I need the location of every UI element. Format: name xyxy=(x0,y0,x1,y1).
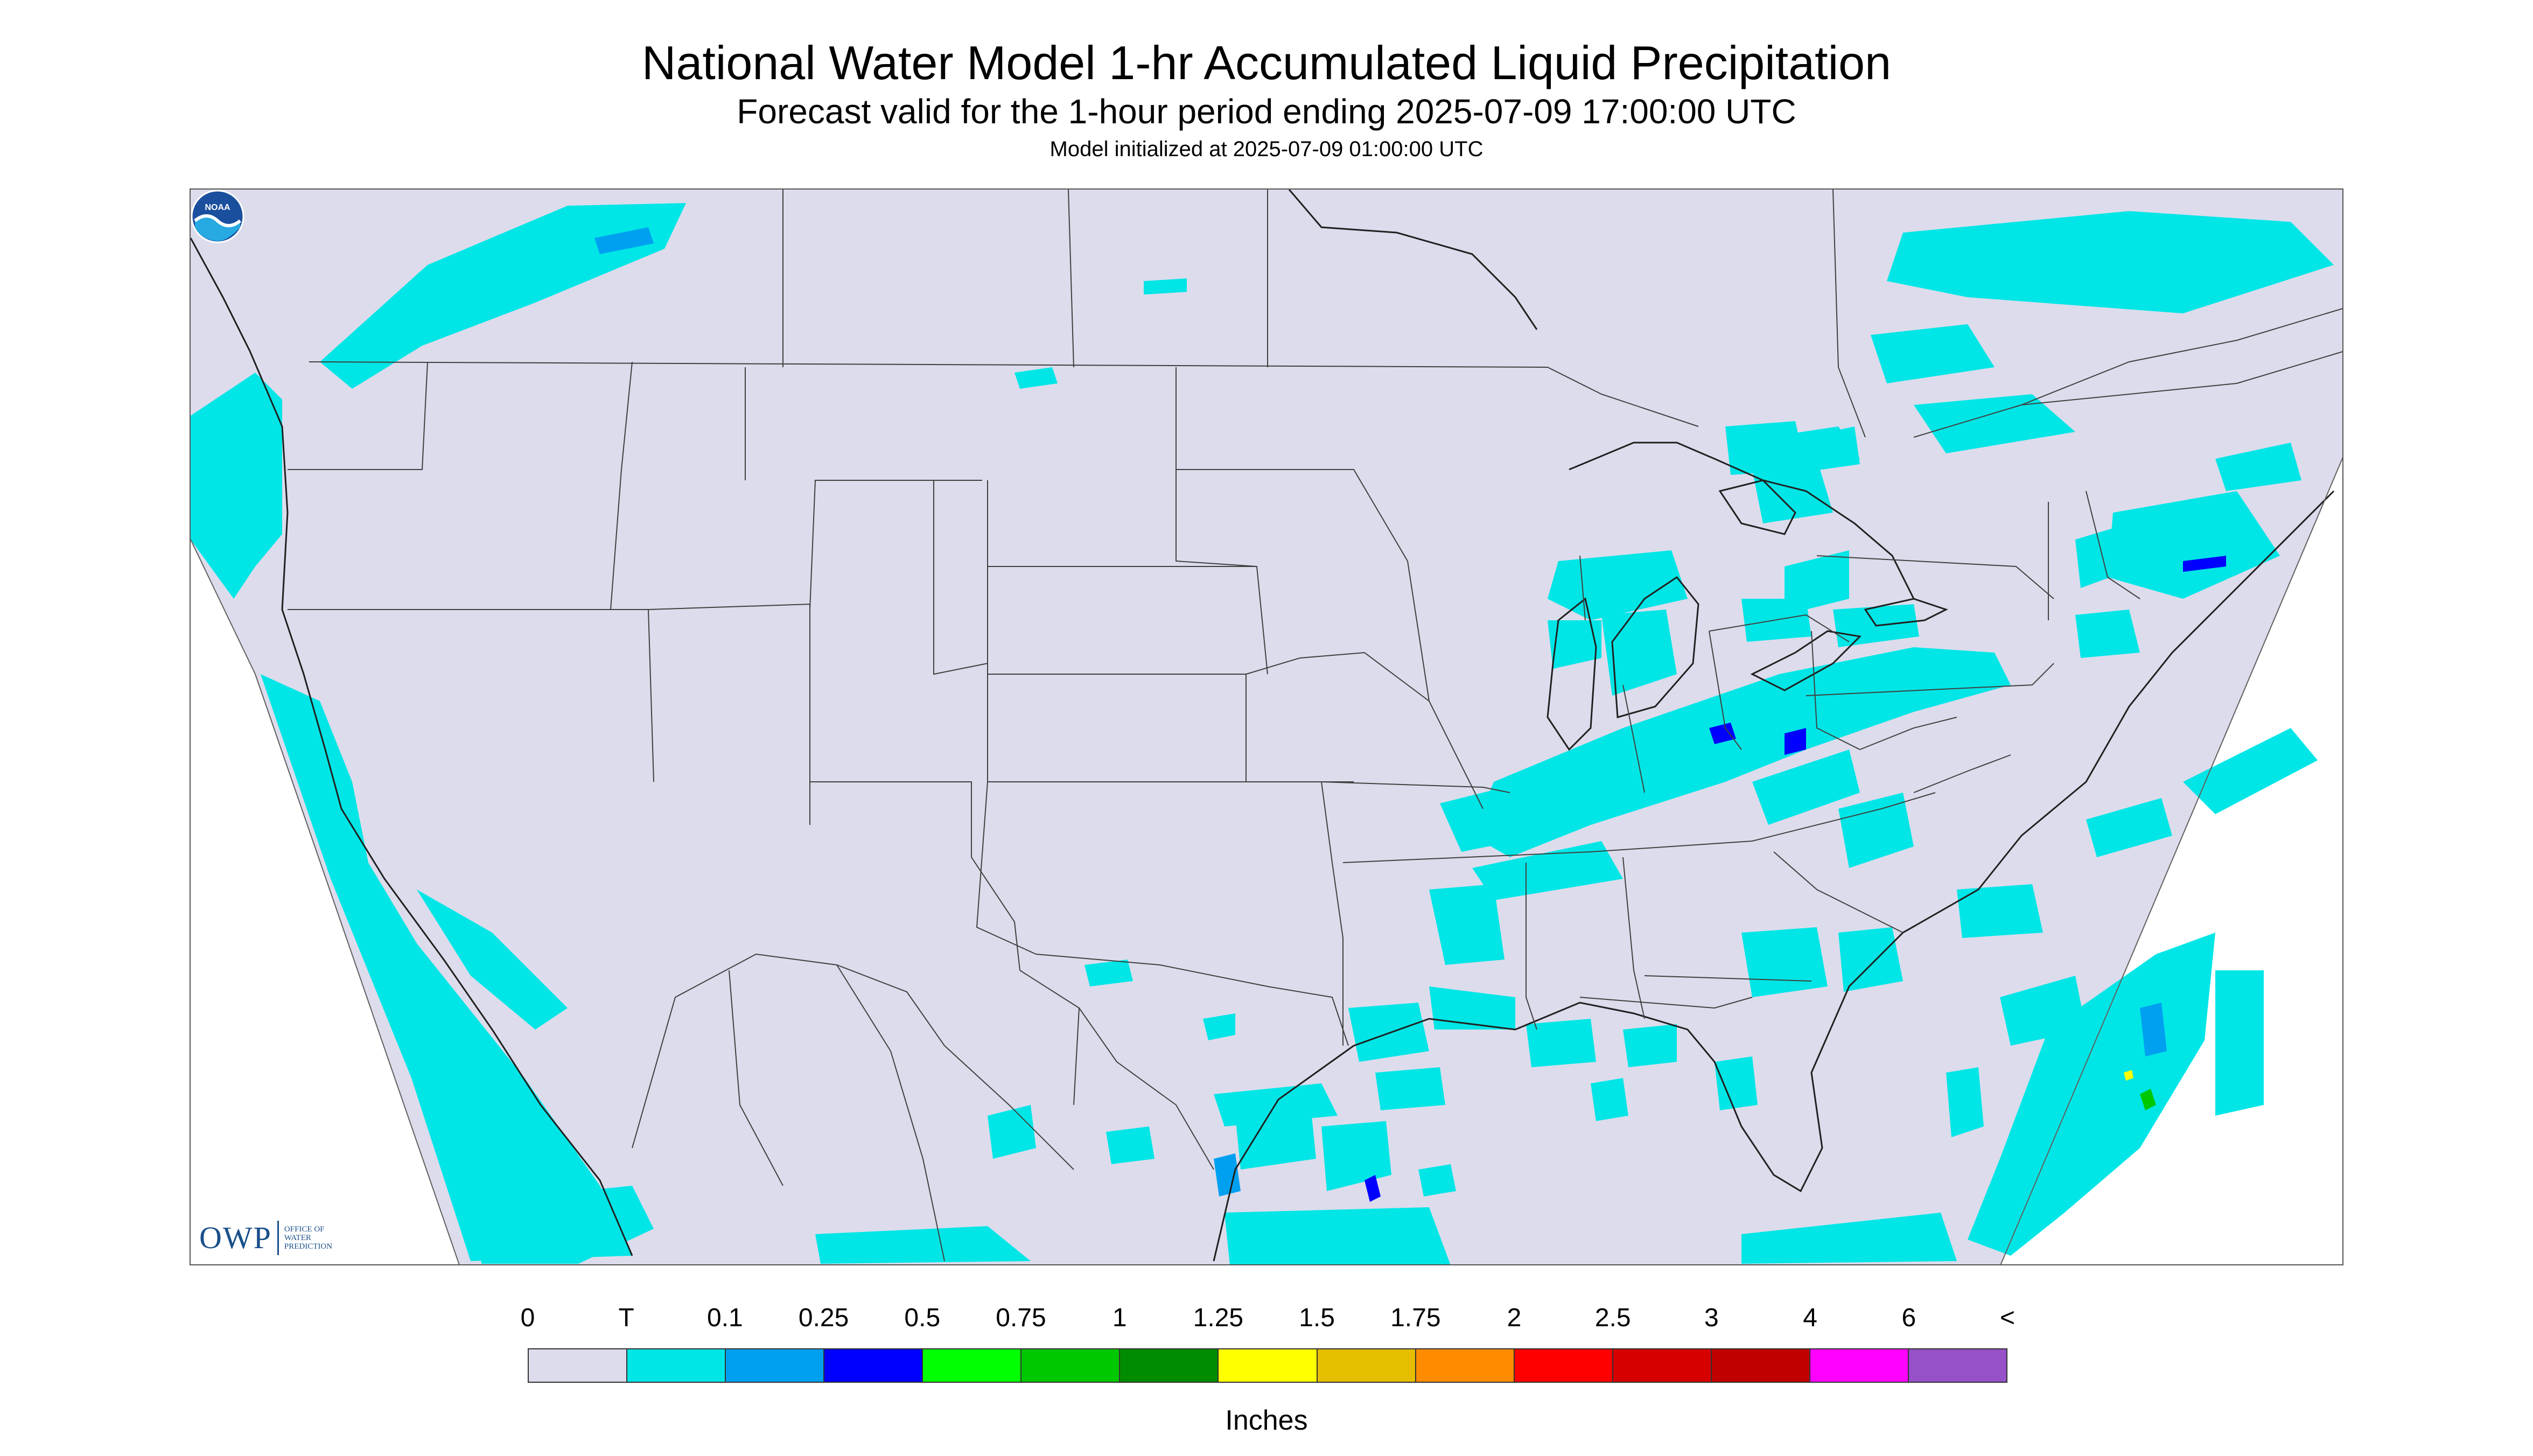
legend-color-box xyxy=(1514,1349,1613,1382)
legend-color-box xyxy=(1416,1349,1515,1382)
owp-logo: OWP OFFICE OF WATER PREDICTION xyxy=(199,1220,332,1256)
legend-color-box xyxy=(1711,1349,1810,1382)
legend-label: 0.5 xyxy=(904,1304,941,1332)
precip-color-scale xyxy=(528,1348,2007,1383)
domain-edge-left xyxy=(191,539,460,1264)
map-canvas xyxy=(191,190,2342,1264)
noaa-logo-text: NOAA xyxy=(205,203,230,212)
legend-label: 1 xyxy=(1112,1304,1127,1332)
map-title: National Water Model 1-hr Accumulated Li… xyxy=(641,36,1892,89)
legend-color-box xyxy=(627,1349,726,1382)
owp-subtext-line-2: WATER xyxy=(284,1233,311,1242)
precip-heavy-spots xyxy=(594,227,2226,1202)
owp-logo-subtext: OFFICE OF WATER PREDICTION xyxy=(284,1225,332,1251)
owp-logo-divider xyxy=(277,1220,279,1255)
precipitation-map: OWP OFFICE OF WATER PREDICTION NOAA xyxy=(190,188,2343,1265)
legend-label: 4 xyxy=(1803,1304,1817,1332)
legend-label: 0 xyxy=(520,1304,535,1332)
political-boundaries xyxy=(288,190,2342,1262)
legend-color-box xyxy=(1219,1349,1318,1382)
domain-edge xyxy=(2000,457,2342,1264)
owp-logo-text: OWP xyxy=(199,1220,272,1255)
legend-labels: 0 T 0.1 0.25 0.5 0.75 1 1.25 1.5 1.75 2 2.5 3 4 6 < xyxy=(521,1303,2016,1335)
coastlines xyxy=(191,190,2335,1262)
legend-label: 2.5 xyxy=(1594,1304,1631,1332)
model-init-line: Model initialized at 2025-07-09 01:00:00… xyxy=(1049,137,1484,161)
legend-color-box xyxy=(824,1349,923,1382)
legend-color-box xyxy=(1120,1349,1219,1382)
legend-label: 6 xyxy=(1901,1304,1916,1332)
legend-label: T xyxy=(618,1304,634,1332)
legend-color-box xyxy=(726,1349,825,1382)
legend-label: 0.25 xyxy=(798,1304,849,1332)
legend-color-box xyxy=(1021,1349,1121,1382)
legend-color-box xyxy=(923,1349,1022,1382)
noaa-logo: NOAA xyxy=(191,190,244,243)
legend-color-box xyxy=(1613,1349,1712,1382)
owp-subtext-line-3: PREDICTION xyxy=(284,1242,333,1251)
legend-label: 1.75 xyxy=(1390,1304,1441,1332)
legend-label: 1.25 xyxy=(1193,1304,1244,1332)
legend-label: 2 xyxy=(1507,1304,1522,1332)
precip-trace-areas xyxy=(191,203,2334,1264)
legend-label: 0.75 xyxy=(996,1304,1046,1332)
legend-label: < xyxy=(1999,1304,2016,1332)
legend-label: 0.1 xyxy=(707,1304,743,1332)
legend-label: 1.5 xyxy=(1299,1304,1335,1332)
legend-color-box xyxy=(1908,1349,2006,1382)
legend-color-box xyxy=(529,1349,628,1382)
legend-color-box xyxy=(1810,1349,1909,1382)
legend-label: 3 xyxy=(1704,1304,1719,1332)
legend-color-box xyxy=(1317,1349,1416,1382)
owp-subtext-line-1: OFFICE OF xyxy=(284,1224,325,1234)
legend-units-label: Inches xyxy=(1225,1405,1308,1436)
map-subtitle: Forecast valid for the 1-hour period end… xyxy=(737,92,1796,131)
